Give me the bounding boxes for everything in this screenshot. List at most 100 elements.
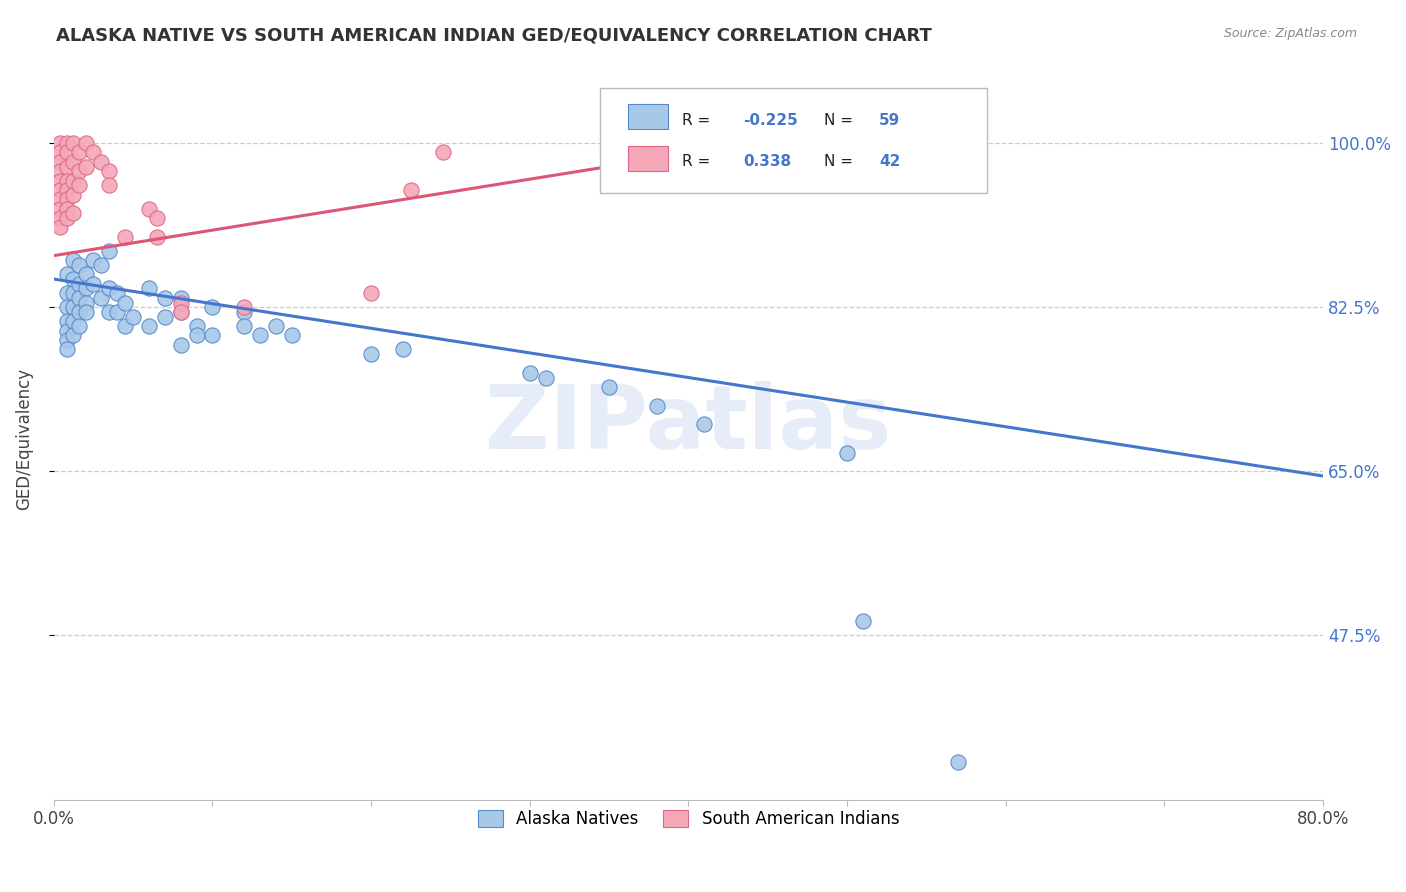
Point [75,295,97,310]
Point [55,268,77,282]
Point [55,333,77,347]
Point [75,268,97,282]
Point [62,328,84,343]
Point [55,136,77,150]
Point [62,253,84,268]
Point [67,258,90,272]
Text: R =: R = [682,154,720,169]
Point [49,183,72,197]
Point [83,253,105,268]
Text: 42: 42 [879,154,900,169]
Point [281,328,304,343]
Point [392,343,415,357]
Point [98,164,121,178]
Point [399,183,422,197]
Point [83,277,105,291]
FancyBboxPatch shape [599,88,987,193]
Point [233,318,256,333]
Point [55,300,77,314]
Point [170,305,193,319]
Point [138,281,160,295]
FancyBboxPatch shape [627,146,668,170]
Point [67,318,90,333]
Point [55,343,77,357]
Point [49,136,72,150]
Point [83,145,105,160]
Point [360,347,382,361]
Point [62,187,84,202]
Point [55,192,77,206]
Point [62,286,84,301]
Point [62,300,84,314]
Point [49,164,72,178]
Point [49,202,72,216]
Point [62,314,84,328]
Text: ALASKA NATIVE VS SOUTH AMERICAN INDIAN GED/EQUIVALENCY CORRELATION CHART: ALASKA NATIVE VS SOUTH AMERICAN INDIAN G… [56,27,932,45]
Point [55,202,77,216]
Point [138,318,160,333]
Point [534,370,557,384]
Point [114,318,136,333]
Point [170,337,193,351]
Point [153,310,176,324]
Point [98,281,121,295]
Point [49,192,72,206]
Point [948,755,970,769]
Point [75,305,97,319]
Point [55,160,77,174]
Point [114,230,136,244]
Point [170,291,193,305]
Point [233,305,256,319]
Point [55,173,77,187]
Point [249,328,271,343]
Point [122,310,145,324]
Text: 0.338: 0.338 [742,154,792,169]
Point [645,399,668,413]
Point [114,295,136,310]
Point [153,291,176,305]
Text: R =: R = [682,112,716,128]
Point [105,305,128,319]
Point [360,286,382,301]
Point [67,305,90,319]
Point [67,291,90,305]
Point [146,230,169,244]
Point [90,154,112,169]
Point [432,145,454,160]
Point [146,211,169,226]
Point [55,145,77,160]
Point [519,366,541,380]
Point [98,305,121,319]
Point [837,445,859,459]
Point [49,145,72,160]
Text: Source: ZipAtlas.com: Source: ZipAtlas.com [1223,27,1357,40]
Text: ZIPatlas: ZIPatlas [485,381,891,467]
Text: 59: 59 [879,112,900,128]
Point [693,417,716,432]
Point [852,615,875,629]
Point [55,286,77,301]
Point [90,291,112,305]
Point [49,154,72,169]
Point [49,211,72,226]
Point [233,300,256,314]
Point [75,160,97,174]
Point [67,164,90,178]
Point [55,183,77,197]
Point [49,173,72,187]
Point [62,136,84,150]
Point [55,211,77,226]
Point [67,178,90,193]
Point [201,328,224,343]
Point [62,173,84,187]
Point [62,206,84,220]
Point [67,145,90,160]
Text: -0.225: -0.225 [742,112,797,128]
Text: N =: N = [824,112,858,128]
Point [170,305,193,319]
Point [186,328,208,343]
Point [264,318,287,333]
Point [67,277,90,291]
Legend: Alaska Natives, South American Indians: Alaska Natives, South American Indians [471,803,905,835]
Point [55,314,77,328]
